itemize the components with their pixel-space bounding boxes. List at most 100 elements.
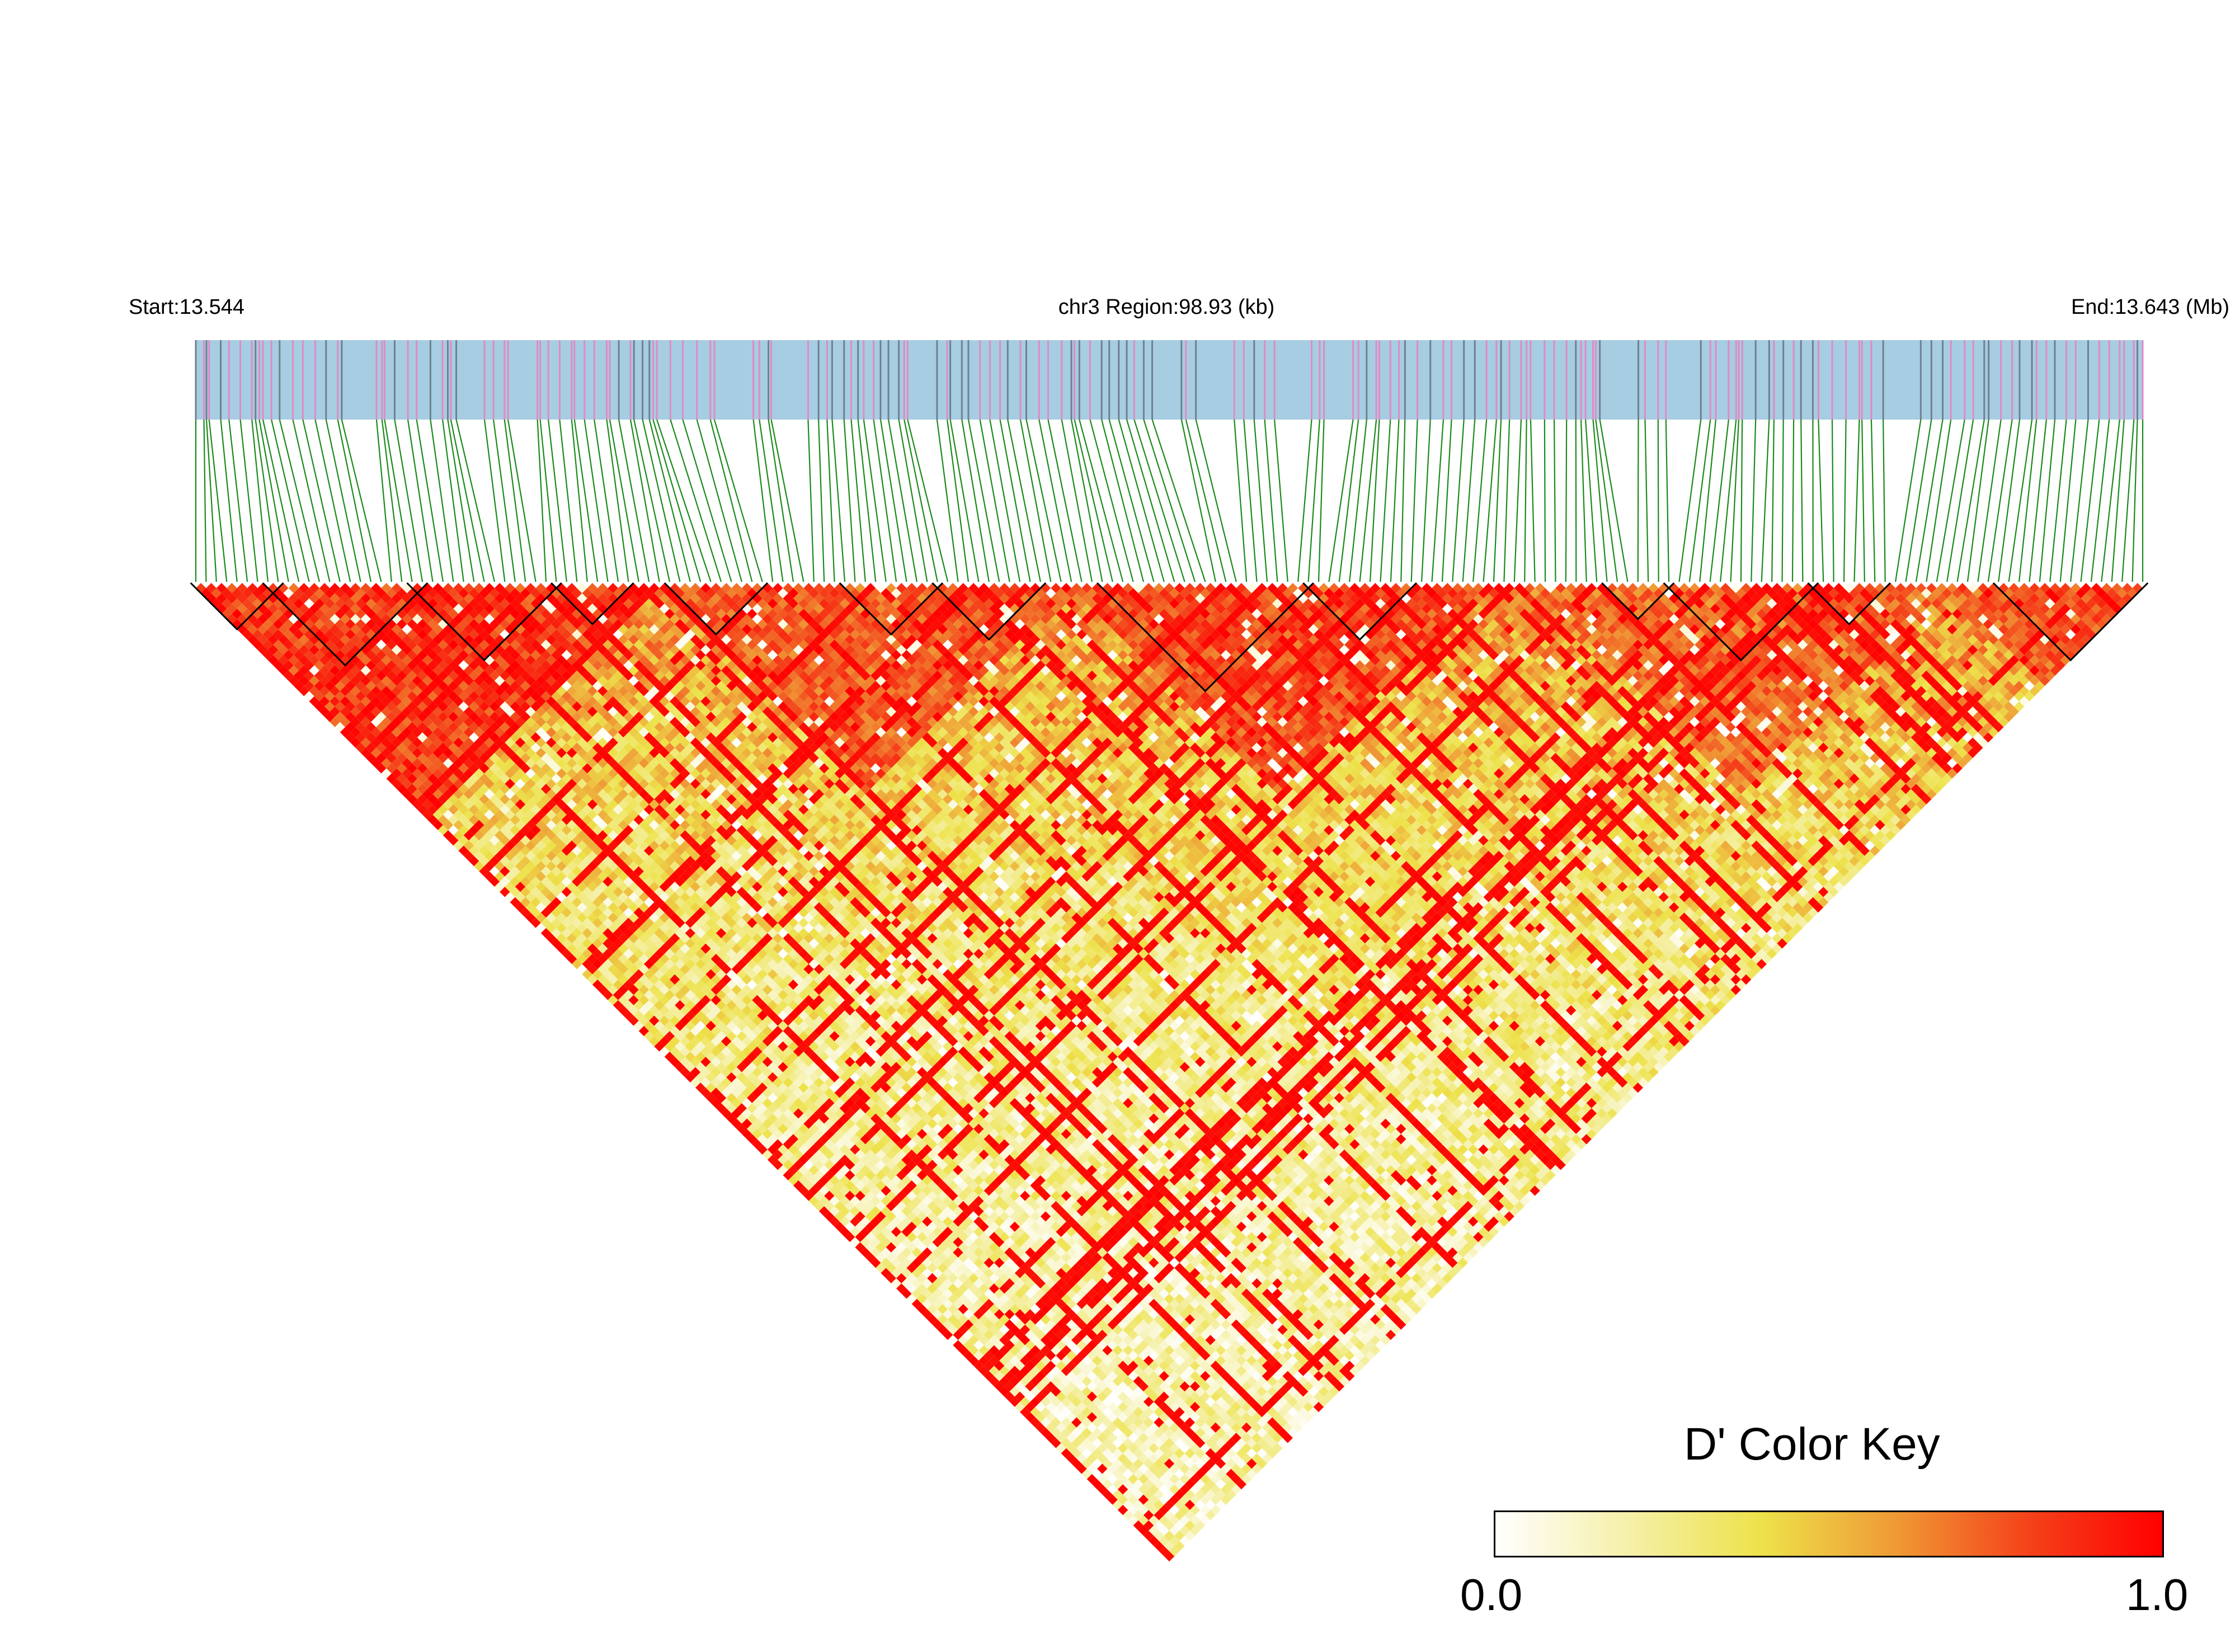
ld-cell <box>412 747 423 759</box>
ld-cell <box>592 969 603 980</box>
ld-cell <box>855 1232 865 1242</box>
ld-cell <box>335 722 345 732</box>
ld-cell <box>515 881 526 892</box>
snp-connector <box>1274 419 1288 582</box>
ld-cell <box>618 985 629 995</box>
ld-cell <box>530 907 541 918</box>
ld-cell <box>510 855 520 867</box>
snp-connector <box>2059 419 2077 582</box>
ld-cell <box>324 691 335 702</box>
snp-connector <box>1025 419 1062 582</box>
snp-connector <box>262 419 300 582</box>
ld-cell <box>505 840 515 851</box>
ld-cell <box>443 809 454 820</box>
ld-cell <box>340 727 351 738</box>
ld-cell <box>695 1072 706 1083</box>
ld-cell <box>551 938 562 949</box>
ld-cell <box>705 1051 716 1062</box>
snp-connector <box>1956 419 1985 582</box>
ld-cell <box>432 809 443 820</box>
ld-cell <box>412 758 423 769</box>
snp-connector <box>341 419 382 582</box>
ld-cell <box>1040 1396 1051 1408</box>
ld-cell <box>968 1345 979 1356</box>
ld-cell <box>376 763 387 774</box>
ld-cell <box>989 1376 1000 1387</box>
ld-cell <box>505 861 515 872</box>
ld-cell <box>427 815 438 825</box>
ld-cell <box>818 1196 830 1206</box>
ld-cell <box>618 1005 629 1016</box>
ld-cell <box>520 855 531 867</box>
ld-cell <box>314 670 325 681</box>
ld-cell <box>989 1345 1000 1356</box>
ld-cell <box>871 1216 881 1227</box>
ld-cell <box>1164 1551 1175 1562</box>
ld-cell <box>778 1144 788 1155</box>
snp-connector <box>682 419 732 582</box>
ld-cell <box>783 1160 793 1170</box>
ld-cell <box>731 1088 742 1098</box>
snp-connector <box>441 419 464 582</box>
ld-cell <box>1117 1484 1128 1495</box>
ld-cell <box>1112 1499 1123 1510</box>
snp-connector <box>770 419 804 582</box>
ld-cell <box>1179 1525 1190 1536</box>
ld-cell <box>304 649 314 661</box>
ld-cell <box>515 892 526 902</box>
ld-cell <box>886 1273 897 1284</box>
snp-connector <box>999 419 1031 582</box>
ld-cell <box>1040 1407 1051 1418</box>
ld-cell <box>968 1355 979 1366</box>
ld-cell <box>916 1293 928 1304</box>
ld-cell <box>360 717 371 727</box>
snp-connector <box>1318 419 1325 582</box>
ld-cell <box>984 1329 994 1340</box>
ld-cell <box>829 1196 840 1206</box>
ld-cell <box>834 1221 845 1232</box>
ld-cell <box>391 778 402 789</box>
ld-cell <box>1014 1401 1025 1413</box>
snp-connector <box>1101 419 1145 582</box>
ld-cell <box>540 928 552 939</box>
ld-cell <box>566 933 577 944</box>
ld-cell <box>252 629 263 640</box>
ld-cell <box>582 969 592 980</box>
ld-cell <box>762 1149 773 1160</box>
snp-connector <box>818 419 825 582</box>
ld-cell <box>896 1273 907 1284</box>
ld-cell <box>818 1206 830 1217</box>
ld-cell <box>551 928 562 939</box>
ld-cell <box>824 1201 835 1212</box>
snp-connector <box>1380 419 1391 582</box>
ld-cell <box>1097 1474 1108 1485</box>
ld-cell <box>839 1206 850 1217</box>
snp-connector <box>239 419 258 582</box>
snp-connector <box>1709 419 1729 582</box>
ld-cell <box>1123 1499 1133 1510</box>
ld-cell <box>1107 1474 1118 1485</box>
ld-cell <box>458 815 469 825</box>
ld-cell <box>978 1355 989 1366</box>
ld-cell <box>669 1056 680 1067</box>
ld-cell <box>422 778 433 789</box>
ld-cell <box>958 1324 968 1335</box>
snp-connector <box>949 419 980 582</box>
ld-cell <box>463 809 474 820</box>
snp-connector <box>2029 419 2047 582</box>
ld-cell <box>937 1283 948 1294</box>
snp-connector <box>843 419 856 582</box>
ld-cell <box>489 845 500 856</box>
ld-cell <box>999 1355 1010 1366</box>
ld-cell <box>227 583 237 594</box>
ld-cell <box>391 758 402 769</box>
region-start-label: Start:13.544 <box>129 295 245 319</box>
ld-cell <box>963 1319 974 1330</box>
ld-cell <box>422 809 433 820</box>
ld-cell <box>448 825 459 836</box>
ld-cell <box>330 706 340 717</box>
ld-cell <box>798 1154 809 1165</box>
snp-connector <box>559 419 578 582</box>
ld-cell <box>818 1175 830 1186</box>
ld-cell <box>376 722 387 732</box>
